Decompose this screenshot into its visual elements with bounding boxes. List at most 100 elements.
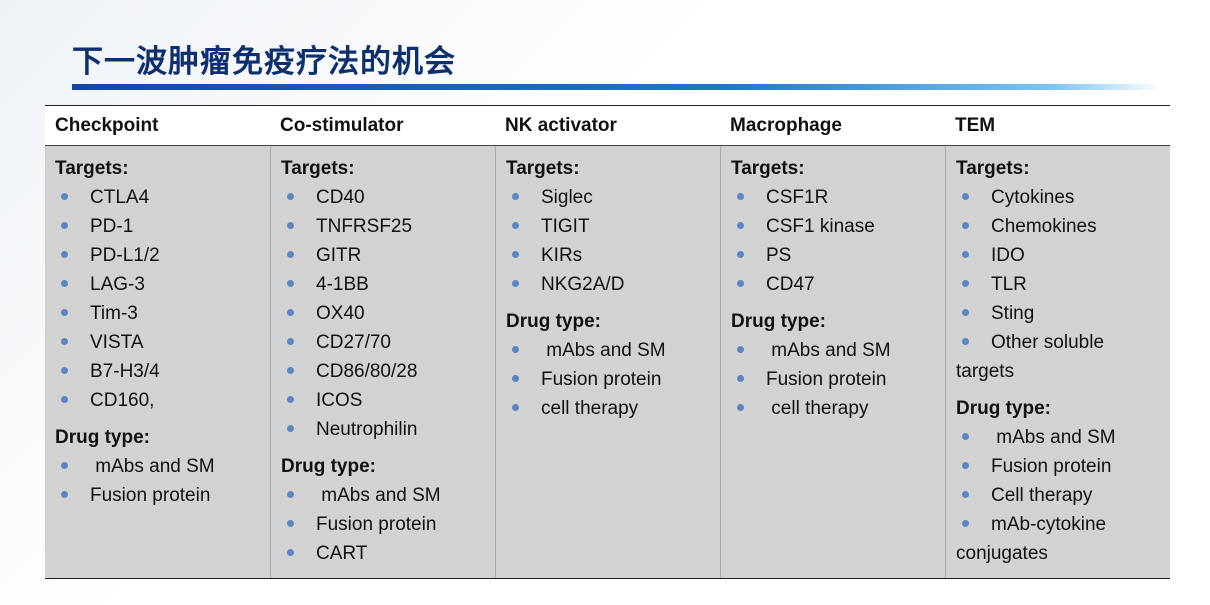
item-text: Other soluble targets xyxy=(956,332,1105,382)
item-text: GITR xyxy=(316,245,362,266)
list-item: CD40 xyxy=(281,183,489,212)
bullet-icon xyxy=(61,490,68,498)
item-text: VISTA xyxy=(90,332,144,353)
item-text: Fusion protein xyxy=(316,514,437,535)
opportunity-table: Checkpoint Co-stimulator NK activator Macro… xyxy=(45,105,1170,579)
body-row: Targets: CTLA4 PD-1 PD-L1/2 LAG-3 Tim-3 VISTA B… xyxy=(45,146,1170,578)
bullet-icon xyxy=(962,490,969,498)
header-row: Checkpoint Co-stimulator NK activator Macro… xyxy=(45,106,1170,146)
list-item: mAbs and SM xyxy=(506,336,714,365)
column-body: Targets: CD40 TNFRSF25 GITR 4-1BB OX40 CD27/70… xyxy=(270,146,495,578)
bullet-icon xyxy=(287,395,294,403)
bullet-icon xyxy=(61,279,68,287)
list-item: IDO xyxy=(956,241,1164,270)
bullet-icon xyxy=(287,519,294,527)
bullet-icon xyxy=(287,192,294,200)
bullet-icon xyxy=(512,374,519,382)
list-item: CD47 xyxy=(731,270,939,299)
bullet-icon xyxy=(287,250,294,258)
bullet-icon xyxy=(61,221,68,229)
targets-label: Targets: xyxy=(281,158,355,179)
list-item: Tim-3 xyxy=(55,299,264,328)
item-text: Fusion protein xyxy=(991,456,1112,477)
targets-label: Targets: xyxy=(506,158,580,179)
column-header: NK activator xyxy=(505,115,617,136)
bullet-icon xyxy=(962,519,969,527)
drug-type-label: Drug type: xyxy=(281,456,376,477)
list-item: Siglec xyxy=(506,183,714,212)
item-text: mAbs and SM xyxy=(90,456,215,477)
bullet-icon xyxy=(737,279,744,287)
item-text: Cell therapy xyxy=(991,485,1093,506)
item-text: Sting xyxy=(991,303,1035,324)
list-item: ICOS xyxy=(281,386,489,415)
column-header: Co-stimulator xyxy=(280,115,404,136)
title-underline xyxy=(72,84,1162,90)
bullet-icon xyxy=(287,221,294,229)
item-text: NKG2A/D xyxy=(541,274,625,295)
bullet-icon xyxy=(962,461,969,469)
item-text: 4-1BB xyxy=(316,274,369,295)
list-item: PD-1 xyxy=(55,212,264,241)
bullet-icon xyxy=(61,461,68,469)
list-item: CSF1R xyxy=(731,183,939,212)
list-item: NKG2A/D xyxy=(506,270,714,299)
item-text: mAbs and SM xyxy=(316,485,441,506)
bullet-icon xyxy=(61,395,68,403)
item-text: mAbs and SM xyxy=(991,427,1116,448)
item-text: CSF1R xyxy=(766,187,829,208)
list-item: cell therapy xyxy=(731,394,939,423)
item-text: Neutrophilin xyxy=(316,419,418,440)
bullet-icon xyxy=(737,221,744,229)
targets-label: Targets: xyxy=(731,158,805,179)
bullet-icon xyxy=(287,366,294,374)
drug-type-label: Drug type: xyxy=(506,311,601,332)
item-text: CD27/70 xyxy=(316,332,391,353)
item-text: PD-L1/2 xyxy=(90,245,160,266)
item-text: LAG-3 xyxy=(90,274,145,295)
item-text: Fusion protein xyxy=(541,369,662,390)
list-item: CD27/70 xyxy=(281,328,489,357)
bullet-icon xyxy=(512,345,519,353)
list-item: LAG-3 xyxy=(55,270,264,299)
column-body: Targets: CSF1R CSF1 kinase PS CD47 Drug type:… xyxy=(720,146,945,578)
item-text: IDO xyxy=(991,245,1025,266)
column-body: Targets: CTLA4 PD-1 PD-L1/2 LAG-3 Tim-3 VISTA B… xyxy=(45,146,270,578)
bullet-icon xyxy=(287,490,294,498)
item-text: TIGIT xyxy=(541,216,590,237)
item-text: B7-H3/4 xyxy=(90,361,160,382)
targets-label: Targets: xyxy=(956,158,1030,179)
list-item: KIRs xyxy=(506,241,714,270)
list-item: CSF1 kinase xyxy=(731,212,939,241)
bullet-icon xyxy=(61,250,68,258)
bullet-icon xyxy=(962,192,969,200)
bullet-icon xyxy=(737,345,744,353)
bullet-icon xyxy=(737,250,744,258)
list-item: Cytokines xyxy=(956,183,1164,212)
item-text: mAbs and SM xyxy=(541,340,666,361)
list-item: Cell therapy xyxy=(956,481,1164,510)
bullet-icon xyxy=(512,192,519,200)
item-text: Siglec xyxy=(541,187,593,208)
bullet-icon xyxy=(512,250,519,258)
item-text: Fusion protein xyxy=(90,485,211,506)
column-header: Macrophage xyxy=(730,115,842,136)
list-item: cell therapy xyxy=(506,394,714,423)
item-text: cell therapy xyxy=(766,398,869,419)
bullet-icon xyxy=(287,424,294,432)
bullet-icon xyxy=(287,279,294,287)
item-text: Cytokines xyxy=(991,187,1075,208)
item-text: PS xyxy=(766,245,792,266)
bullet-icon xyxy=(61,192,68,200)
list-item: mAbs and SM xyxy=(956,423,1164,452)
list-item: CD86/80/28 xyxy=(281,357,489,386)
item-text: CD160, xyxy=(90,390,155,411)
bullet-icon xyxy=(287,548,294,556)
list-item: PD-L1/2 xyxy=(55,241,264,270)
item-text: mAb-cytokine conjugates xyxy=(956,514,1107,564)
list-item: Sting xyxy=(956,299,1164,328)
bullet-icon xyxy=(962,250,969,258)
item-text: CTLA4 xyxy=(90,187,150,208)
bullet-icon xyxy=(512,279,519,287)
list-item: Fusion protein xyxy=(956,452,1164,481)
